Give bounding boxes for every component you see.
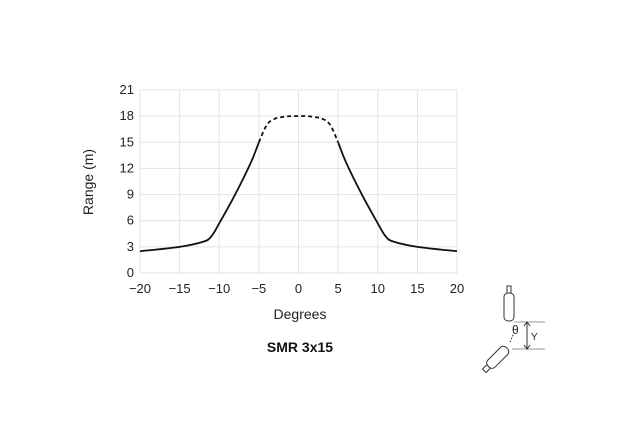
x-tick-label: 15	[410, 281, 424, 296]
series-line-dashed-1	[258, 115, 339, 143]
y-tick-label: 12	[120, 160, 134, 175]
chart-title: SMR 3x15	[267, 339, 333, 355]
upper-sensor-icon	[503, 292, 515, 322]
x-tick-label: −15	[169, 281, 191, 296]
x-tick-label: −5	[251, 281, 266, 296]
y-tick-label: 0	[127, 265, 134, 280]
angle-label: θ	[512, 323, 519, 337]
grid	[139, 89, 458, 274]
x-tick-label: 5	[335, 281, 342, 296]
x-tick-label: 10	[371, 281, 385, 296]
distance-label: Y	[531, 332, 538, 343]
series-line-solid-0	[139, 141, 260, 253]
y-tick-label: 6	[127, 213, 134, 228]
x-tick-label: 0	[295, 281, 302, 296]
y-tick-label: 18	[120, 108, 134, 123]
series-line-solid-2	[337, 141, 458, 253]
x-tick-label: −20	[129, 281, 151, 296]
y-tick-label: 3	[127, 239, 134, 254]
sensor-diagram	[481, 285, 545, 374]
x-tick-label: 20	[450, 281, 464, 296]
x-axis-label: Degrees	[274, 306, 327, 322]
lower-sensor-icon	[481, 345, 510, 374]
x-tick-label: −10	[208, 281, 230, 296]
y-tick-label: 9	[127, 187, 134, 202]
y-tick-label: 15	[120, 134, 134, 149]
y-tick-label: 21	[120, 82, 134, 97]
y-axis-label: Range (m)	[80, 149, 96, 215]
